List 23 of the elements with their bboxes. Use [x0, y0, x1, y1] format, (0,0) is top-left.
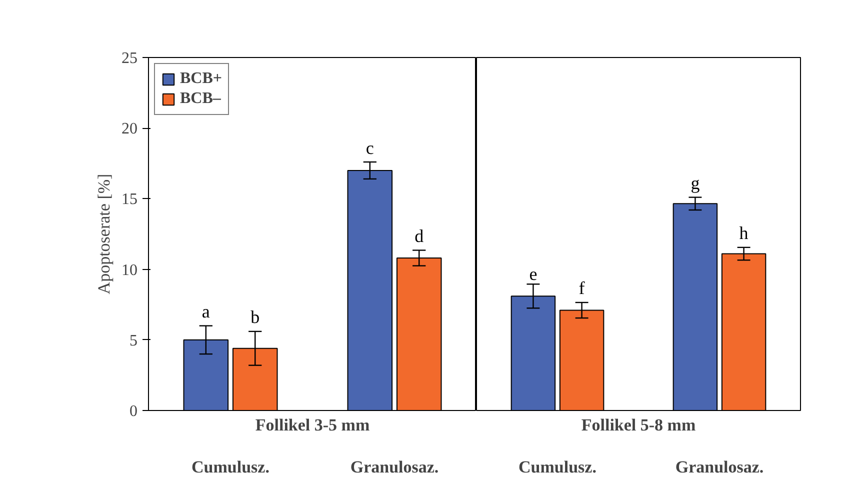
x-tick-label: Cumulusz. — [192, 458, 270, 476]
data-label: d — [414, 226, 424, 246]
x-tick-label: Cumulusz. — [518, 458, 596, 476]
legend-label: BCB+ — [180, 70, 222, 88]
y-tick-label: 0 — [130, 403, 138, 420]
y-axis-title: Apoptoserate [%] — [94, 174, 114, 294]
y-tick-label: 15 — [122, 191, 138, 208]
data-label: g — [690, 173, 700, 194]
y-tick-label: 5 — [130, 332, 138, 350]
y-tick-label: 10 — [122, 262, 138, 279]
data-label: f — [578, 278, 585, 298]
data-label: c — [366, 138, 374, 158]
data-label: h — [739, 223, 748, 244]
x-axis-title: Follikel 3-5 mm — [255, 416, 370, 434]
data-label: b — [250, 307, 260, 328]
x-tick-label: Granulosaz. — [675, 458, 764, 476]
x-tick-label: Granulosaz. — [350, 458, 439, 476]
x-axis-title: Follikel 5-8 mm — [581, 416, 696, 434]
data-label: a — [202, 302, 210, 322]
y-tick-label: 20 — [122, 120, 138, 138]
y-tick-label: 25 — [122, 50, 138, 67]
legend-label: BCB– — [180, 90, 221, 108]
data-label: e — [529, 264, 538, 284]
